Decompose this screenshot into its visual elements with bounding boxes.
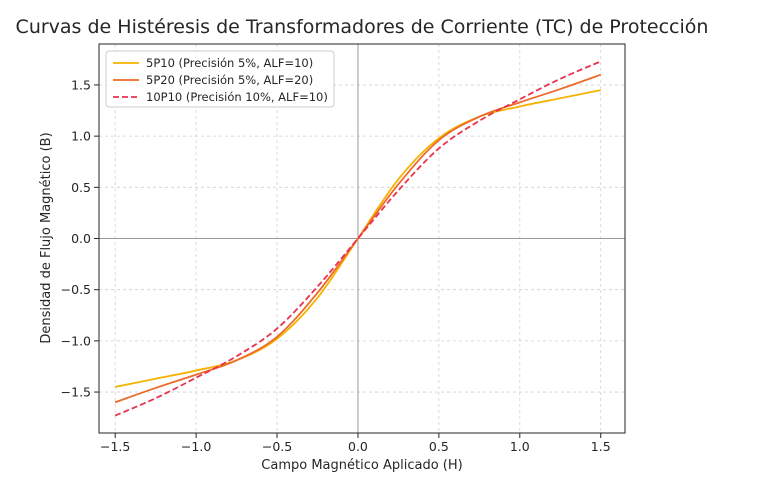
x-tick-label-2: −0.5 xyxy=(262,439,292,454)
x-tick-label-6: 1.5 xyxy=(591,439,611,454)
legend-label-1: 5P10 (Precisión 5%, ALF=10) xyxy=(146,56,313,70)
legend-label-2: 5P20 (Precisión 5%, ALF=20) xyxy=(146,73,313,87)
x-axis-label: Campo Magnético Aplicado (H) xyxy=(261,458,462,473)
y-tick-label-1: −1.0 xyxy=(61,333,91,348)
series-line-2 xyxy=(114,73,602,404)
x-tick-label-5: 1.0 xyxy=(510,439,530,454)
legend-box xyxy=(105,50,335,108)
series-layer xyxy=(114,60,602,417)
y-tick-label-4: 0.5 xyxy=(71,180,91,195)
y-tick-label-0: −1.5 xyxy=(61,385,91,400)
x-tick-label-1: −1.0 xyxy=(181,439,211,454)
legend-label-3: 10P10 (Precisión 10%, ALF=10) xyxy=(146,90,328,104)
x-tick-label-3: 0.0 xyxy=(348,439,368,454)
y-tick-label-2: −0.5 xyxy=(61,282,91,297)
x-tick-label-0: −1.5 xyxy=(100,439,130,454)
chart-title: Curvas de Histéresis de Transformadores … xyxy=(16,16,709,38)
y-tick-label-5: 1.0 xyxy=(71,129,91,144)
y-tick-label-3: 0.0 xyxy=(71,231,91,246)
x-tick-label-4: 0.5 xyxy=(429,439,449,454)
y-axis-label: Densidad de Flujo Magnético (B) xyxy=(39,132,54,343)
y-axis-ticks: −1.5 −1.0 −0.5 0.0 0.5 1.0 1.5 xyxy=(61,77,99,400)
x-axis-ticks: −1.5 −1.0 −0.5 0.0 0.5 1.0 1.5 xyxy=(100,433,611,454)
legend: 5P10 (Precisión 5%, ALF=10) 5P20 (Precisi… xyxy=(105,50,335,108)
y-tick-label-6: 1.5 xyxy=(71,77,91,92)
